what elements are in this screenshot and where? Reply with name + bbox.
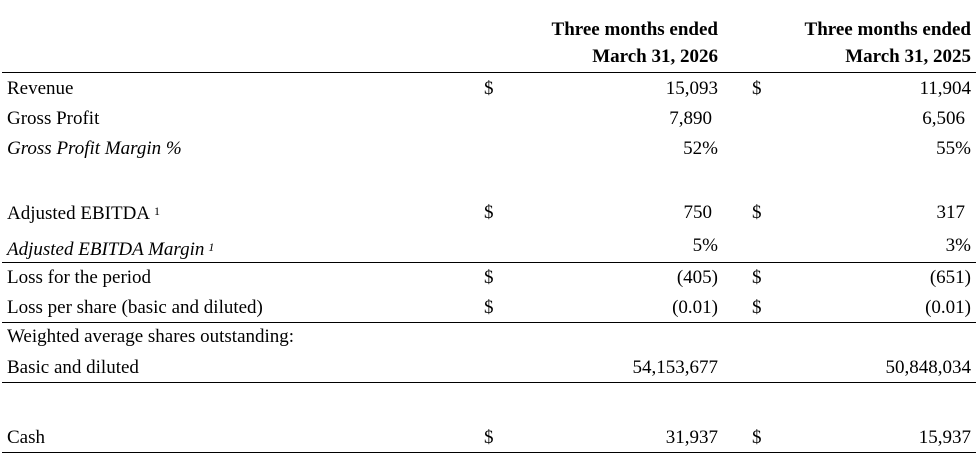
- dollar-sign: $: [484, 78, 494, 99]
- value-2025: (651): [929, 267, 971, 288]
- value-2026: 7,890: [669, 108, 712, 129]
- value-2025: 55%: [936, 138, 971, 159]
- row-label: Basic and diluted: [7, 357, 139, 378]
- bottom-rule: [2, 452, 976, 453]
- col2-header-line2: March 31, 2025: [845, 46, 971, 67]
- row-label: Loss for the period: [7, 267, 152, 288]
- dollar-sign: $: [752, 267, 762, 288]
- section-rule: [2, 262, 976, 263]
- header-rule: [2, 72, 976, 73]
- dollar-sign: $: [752, 427, 762, 448]
- value-2026: (0.01): [672, 297, 718, 318]
- value-2025: (0.01): [925, 297, 971, 318]
- row-label: Adjusted EBITDA Margin 1: [7, 239, 214, 261]
- row-label-text: Adjusted EBITDA Margin: [7, 239, 205, 260]
- value-2026: (405): [676, 267, 718, 288]
- footnote-marker: 1: [208, 240, 215, 254]
- row-label: Gross Profit Margin %: [7, 138, 182, 159]
- value-2025: 317: [936, 202, 966, 223]
- row-label: Cash: [7, 427, 45, 448]
- dollar-sign: $: [484, 297, 494, 318]
- section-label: Weighted average shares outstanding:: [7, 326, 295, 347]
- value-2026: 15,093: [665, 78, 718, 99]
- col1-header-line2: March 31, 2026: [592, 46, 718, 67]
- row-label: Loss per share (basic and diluted): [7, 297, 263, 318]
- value-2025: 6,506: [922, 108, 965, 129]
- footnote-marker: 1: [154, 204, 161, 218]
- section-rule: [2, 322, 976, 323]
- col2-header-line1: Three months ended: [804, 19, 971, 40]
- dollar-sign: $: [484, 427, 494, 448]
- value-2025: 11,904: [919, 78, 971, 99]
- row-label: Revenue: [7, 78, 74, 99]
- value-2025: 3%: [945, 235, 971, 256]
- dollar-sign: $: [484, 202, 494, 223]
- dollar-sign: $: [484, 267, 494, 288]
- section-rule: [2, 382, 976, 383]
- value-2026: 750: [683, 202, 713, 223]
- value-2026: 54,153,677: [632, 357, 719, 378]
- value-2026: 52%: [683, 138, 718, 159]
- dollar-sign: $: [752, 78, 762, 99]
- row-label-text: Adjusted EBITDA: [7, 203, 151, 224]
- value-2026: 31,937: [665, 427, 718, 448]
- value-2025: 15,937: [918, 427, 971, 448]
- row-label: Gross Profit: [7, 108, 100, 129]
- value-2026: 5%: [692, 235, 718, 256]
- dollar-sign: $: [752, 297, 762, 318]
- value-2025: 50,848,034: [885, 357, 972, 378]
- row-label: Adjusted EBITDA 1: [7, 203, 160, 225]
- dollar-sign: $: [752, 202, 762, 223]
- col1-header-line1: Three months ended: [551, 19, 718, 40]
